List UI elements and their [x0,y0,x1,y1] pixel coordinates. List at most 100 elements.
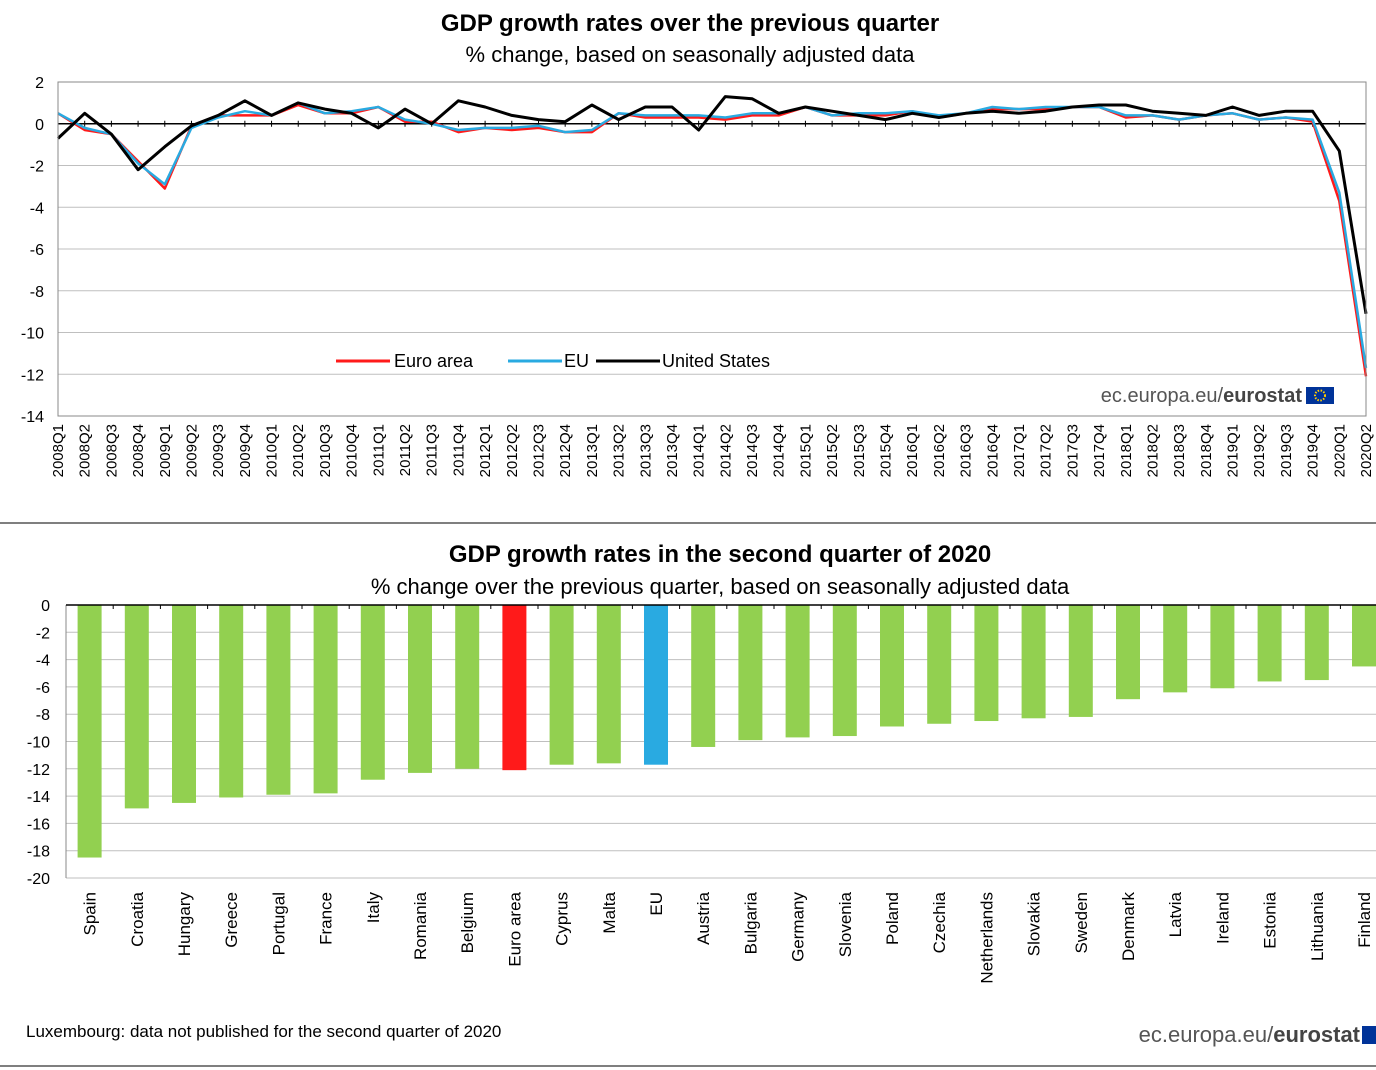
category-label: Denmark [1119,892,1138,961]
bar-austria [691,605,716,747]
footnote: Luxembourg: data not published for the s… [26,1022,501,1041]
bar-latvia [1163,605,1188,693]
bar-sweden [1068,605,1093,717]
x-tick-label: 2019Q2 [1251,424,1268,477]
source-text: ec.europa.eu/eurostat [1101,385,1303,407]
x-tick-label: 2011Q1 [370,424,387,476]
line-chart-title: GDP growth rates over the previous quart… [441,10,939,37]
y-tick-label: -10 [27,735,50,752]
y-tick-label: -6 [30,242,44,259]
category-label: France [317,892,336,945]
y-tick-label: -8 [36,707,50,724]
line-chart-plot-border [57,81,1367,417]
x-tick-label: 2019Q4 [1305,424,1322,477]
bar-germany [785,605,810,738]
category-label: EU [647,892,666,916]
bar-slovenia [832,605,857,737]
y-tick-label: -2 [30,159,44,176]
bar-croatia [124,605,149,809]
x-tick-label: 2017Q3 [1064,424,1081,477]
x-tick-label: 2013Q3 [637,424,654,477]
bar-chart-title: GDP growth rates in the second quarter o… [449,541,991,568]
x-tick-label: 2008Q1 [50,424,67,477]
x-tick-label: 2009Q1 [157,424,174,477]
category-label: Portugal [269,892,288,955]
x-tick-label: 2012Q4 [557,424,574,477]
x-tick-label: 2015Q3 [851,424,868,477]
bar-chart-y-axis: 0 -2 -4 -6 -8 -10 -12 -14 -16 -18 -20 [27,598,50,888]
x-tick-label: 2020Q2 [1358,424,1375,477]
x-tick-label: 2014Q4 [771,424,788,477]
legend-label-euro-area: Euro area [394,351,474,371]
series-line-eu [57,101,1368,369]
series-line-united-states [56,95,1368,314]
line-chart: GDP growth rates over the previous quart… [21,10,1375,477]
y-tick-label: -4 [30,200,44,217]
x-tick-label: 2009Q2 [183,424,200,477]
x-tick-label: 2011Q3 [424,424,441,476]
category-label: Slovenia [836,891,855,957]
bar-finland [1352,605,1376,667]
bar-czechia [927,605,952,724]
y-tick-label: -2 [36,625,50,642]
line-chart-subtitle: % change, based on seasonally adjusted d… [466,42,916,67]
x-tick-label: 2013Q2 [611,424,628,477]
bar-slovakia [1021,605,1046,719]
category-label: Italy [364,892,383,924]
category-label: Spain [81,892,100,935]
bar-eu [644,605,668,765]
line-chart-series [56,95,1368,377]
x-tick-label: 2017Q2 [1038,424,1055,477]
category-label: Ireland [1213,892,1232,944]
category-label: Sweden [1072,892,1091,953]
y-tick-label: -14 [27,789,50,806]
category-label: Netherlands [977,892,996,984]
line-chart-source: ec.europa.eu/eurostat [1101,385,1334,407]
bar-poland [880,605,904,727]
y-tick-label: 2 [35,75,44,92]
x-tick-label: 2018Q2 [1144,424,1161,477]
bar-portugal [266,605,291,795]
y-tick-label: 0 [41,598,50,615]
y-tick-label: -18 [27,844,50,861]
x-tick-label: 2020Q1 [1331,424,1348,477]
y-tick-label: -12 [27,762,50,779]
series-line-euro-area [57,103,1368,377]
x-tick-label: 2014Q2 [717,424,734,477]
x-tick-label: 2010Q1 [264,424,281,477]
bar-chart-bars [77,605,1376,858]
category-label: Czechia [930,891,949,953]
x-tick-label: 2019Q3 [1278,424,1295,477]
legend-label-eu: EU [564,351,589,371]
y-tick-label: -8 [30,284,44,301]
x-tick-label: 2010Q3 [317,424,334,477]
x-tick-label: 2012Q1 [477,424,494,477]
category-label: Estonia [1261,891,1280,948]
y-tick-label: -6 [36,680,50,697]
bar-ireland [1210,605,1235,689]
x-tick-label: 2010Q2 [290,424,307,477]
footer-source-text: ec.europa.eu/eurostat [1139,1022,1361,1047]
y-tick-label: 0 [35,117,44,134]
eu-flag-icon [1362,1026,1376,1044]
x-tick-label: 2009Q4 [237,424,254,477]
bar-italy [360,605,385,780]
line-chart-y-axis: 2 0 -2 -4 -6 -8 -10 -12 -14 [21,75,44,426]
category-label: Euro area [505,891,524,966]
bar-chart-x-axis: Spain Croatia Hungary Greece Portugal France I… [81,891,1374,983]
category-label: Belgium [458,892,477,953]
line-chart-legend: Euro area EU United States [336,351,770,371]
eu-flag-icon [1306,387,1334,404]
bar-greece [219,605,244,798]
bar-lithuania [1304,605,1329,681]
bar-estonia [1257,605,1282,682]
x-tick-label: 2015Q2 [824,424,841,477]
y-tick-label: -10 [21,326,44,343]
bar-chart: GDP growth rates in the second quarter o… [27,541,1376,984]
bar-denmark [1116,605,1140,700]
x-tick-label: 2013Q1 [584,424,601,477]
bar-chart-subtitle: % change over the previous quarter, base… [371,574,1070,599]
x-tick-label: 2017Q1 [1011,424,1028,477]
x-tick-label: 2019Q1 [1225,424,1242,477]
y-tick-label: -16 [27,816,50,833]
